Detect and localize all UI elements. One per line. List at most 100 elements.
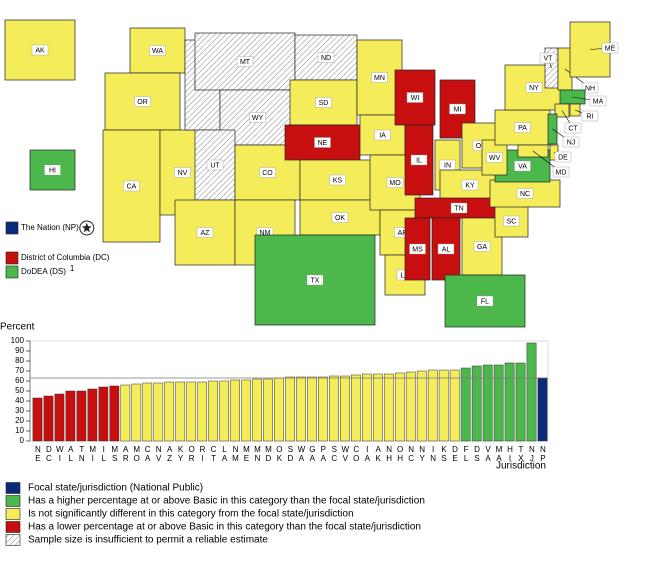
bar <box>65 390 76 442</box>
bar <box>153 382 164 442</box>
bar <box>460 367 471 442</box>
bar <box>241 379 251 442</box>
state-label-box <box>44 164 61 176</box>
state-label: MI <box>454 106 462 113</box>
state-label: ND <box>321 55 331 62</box>
x-tick-label: AL <box>66 445 75 463</box>
bar <box>537 377 548 442</box>
state-label: SC <box>507 218 517 225</box>
state-label-box <box>259 167 276 178</box>
legend-swatch <box>5 534 21 546</box>
x-tick-label: NV <box>154 445 163 463</box>
bar <box>252 378 262 442</box>
state-label: ME <box>605 45 616 52</box>
state-label: NH <box>585 85 595 92</box>
x-tick-label: MO <box>132 445 141 463</box>
legend: Focal state/jurisdiction (National Publi… <box>5 482 425 546</box>
state-label-box <box>374 129 391 141</box>
bar <box>526 342 537 442</box>
state-label-box <box>581 110 599 122</box>
x-tick-label: DC <box>44 445 53 463</box>
state-label-box <box>516 188 534 199</box>
y-tick-label: 30 <box>15 406 24 415</box>
state-label-box <box>581 82 599 94</box>
bar <box>482 364 493 442</box>
legend-label: Has a lower percentage at or above Basic… <box>28 522 421 533</box>
bar-chart: Percent Jurisdiction 010203040506070809010… <box>0 322 549 472</box>
state-label-box <box>554 151 572 163</box>
x-tick-label: SC <box>330 445 339 463</box>
legend-label: Focal state/jurisdiction (National Publi… <box>28 483 203 494</box>
state-label: PA <box>518 125 527 132</box>
state-label-box <box>406 92 424 103</box>
x-tick-label: SD <box>286 445 295 463</box>
bar <box>296 376 306 442</box>
state-label-box <box>525 82 543 93</box>
legend-swatch <box>5 495 21 507</box>
x-tick-label: RI <box>198 445 207 463</box>
state-label: MN <box>374 75 385 82</box>
bar <box>351 374 361 442</box>
x-tick-label: GA <box>308 445 317 463</box>
x-tick-label: CA <box>143 445 152 463</box>
bar <box>318 376 328 442</box>
state-label-box <box>206 159 224 171</box>
bar <box>32 397 43 442</box>
state-label-box <box>315 97 332 108</box>
state-label: WA <box>152 48 163 55</box>
bar <box>307 376 317 442</box>
y-tick-label: 70 <box>15 366 24 375</box>
x-tick-label: IL <box>99 445 108 463</box>
x-axis-title: Jurisdiction <box>496 461 546 472</box>
bar <box>493 364 504 442</box>
x-tick-label: NP <box>538 445 547 463</box>
state-label-box <box>314 137 331 148</box>
x-tick-label: MA <box>494 445 503 463</box>
state-label-box <box>601 42 619 54</box>
x-tick-label: IA <box>363 445 372 463</box>
bar <box>274 377 284 442</box>
state-label-box <box>461 179 479 191</box>
bar <box>383 373 394 442</box>
state-label: AR <box>398 230 408 237</box>
state-label: VA <box>518 163 527 170</box>
x-tick-label: NE <box>33 445 42 463</box>
y-tick-label: 10 <box>15 426 24 435</box>
state-label: IL <box>416 157 422 164</box>
x-tick-label: NH <box>385 445 394 463</box>
state-label-box <box>437 243 455 255</box>
state-label-box <box>486 152 503 163</box>
y-axis-title: Percent <box>0 322 35 333</box>
x-tick-label: AZ <box>165 445 174 463</box>
nation-star <box>81 222 92 233</box>
state-label-box <box>564 122 582 134</box>
x-tick-label: PA <box>319 445 328 463</box>
legend-label: Sample size is insufficient to permit a … <box>28 535 268 546</box>
x-tick-label: MN <box>253 445 262 463</box>
state-label-box <box>317 52 335 63</box>
bar <box>186 381 197 442</box>
x-tick-label: NY <box>418 445 427 463</box>
us-map: WAORCANVIDMTWYUTAZCONMNDSDNEKSOKTXMNIAMO… <box>4 19 619 328</box>
x-tick-label: ME <box>242 445 251 463</box>
y-tick-label: 80 <box>15 356 24 365</box>
legend-swatch <box>5 482 21 494</box>
bar <box>175 381 186 442</box>
x-tick-label: CO <box>352 445 361 463</box>
state-label-box <box>514 122 531 133</box>
bar <box>427 369 438 442</box>
x-tick-label: MI <box>88 445 97 463</box>
x-tick-label: LA <box>220 445 229 463</box>
state-label-box <box>149 45 166 56</box>
x-tick-label: DS <box>473 445 482 463</box>
legend-label: Has a higher percentage at or above Basi… <box>28 496 425 507</box>
legend-label: Is not significantly different in this c… <box>28 509 354 520</box>
bar <box>87 388 98 442</box>
bar <box>54 393 65 442</box>
state-label: CT <box>568 125 578 132</box>
state-label: FL <box>481 298 489 305</box>
state-label-box <box>371 72 388 83</box>
state-label: IA <box>379 132 386 139</box>
x-tick-label: CT <box>209 445 218 463</box>
bar <box>340 375 350 442</box>
